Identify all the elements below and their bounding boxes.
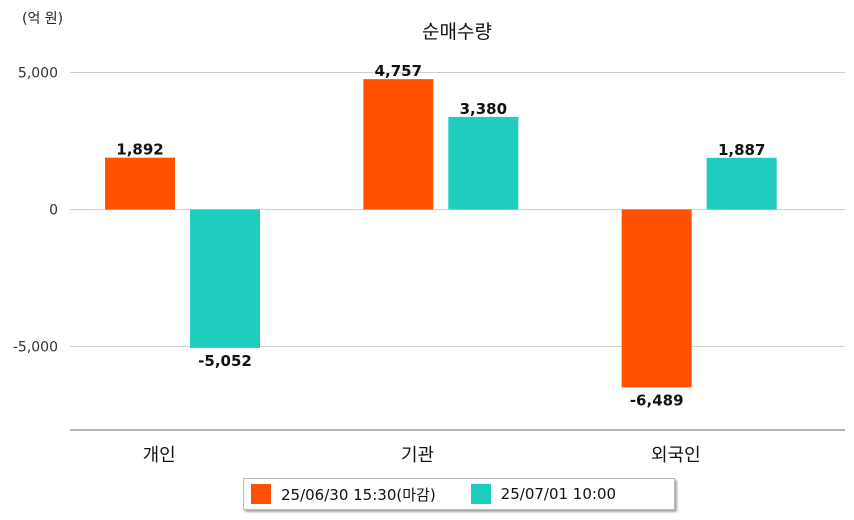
legend-swatch-series-2 <box>470 484 491 504</box>
y-tick-label: 0 <box>49 203 58 219</box>
chart-title: 순매수량 <box>422 21 492 43</box>
data-label: 3,380 <box>460 100 507 118</box>
bar[interactable] <box>448 116 519 210</box>
legend: 25/06/30 15:30(마감) 25/07/01 10:00 <box>243 478 675 510</box>
legend-item-series-2[interactable]: 25/07/01 10:00 <box>470 484 617 504</box>
bar[interactable] <box>706 157 777 210</box>
legend-swatch-series-1 <box>251 484 271 504</box>
bar[interactable] <box>363 79 434 210</box>
bar-chart: 순매수량 5,000 0 -5,000 1,892 -5,052 4,757 3,380 -… <box>13 21 845 466</box>
data-label: -6,489 <box>630 391 684 409</box>
x-tick-label: 외국인 <box>651 445 701 466</box>
legend-label-series-1: 25/06/30 15:30(마감) <box>281 485 436 504</box>
y-tick-label: 5,000 <box>18 66 58 82</box>
unit-label: (억 원) <box>22 11 64 27</box>
data-label: -5,052 <box>198 352 252 370</box>
x-tick-label: 개인 <box>143 445 176 466</box>
x-tick-label: 기관 <box>401 445 434 466</box>
data-label: 4,757 <box>375 62 422 80</box>
y-axis-ticks: 5,000 0 -5,000 <box>13 66 58 356</box>
bar[interactable] <box>190 209 260 348</box>
data-labels: 1,892 -5,052 4,757 3,380 -6,489 1,887 <box>116 62 765 409</box>
data-label: 1,892 <box>116 141 163 159</box>
x-axis-categories: 개인 기관 외국인 <box>143 445 701 466</box>
y-tick-label: -5,000 <box>13 340 58 356</box>
legend-item-series-1[interactable]: 25/06/30 15:30(마감) <box>251 484 436 505</box>
bars <box>105 79 777 388</box>
bar[interactable] <box>105 157 175 210</box>
bar[interactable] <box>621 209 692 388</box>
data-label: 1,887 <box>718 141 765 159</box>
legend-label-series-2: 25/07/01 10:00 <box>500 485 617 503</box>
